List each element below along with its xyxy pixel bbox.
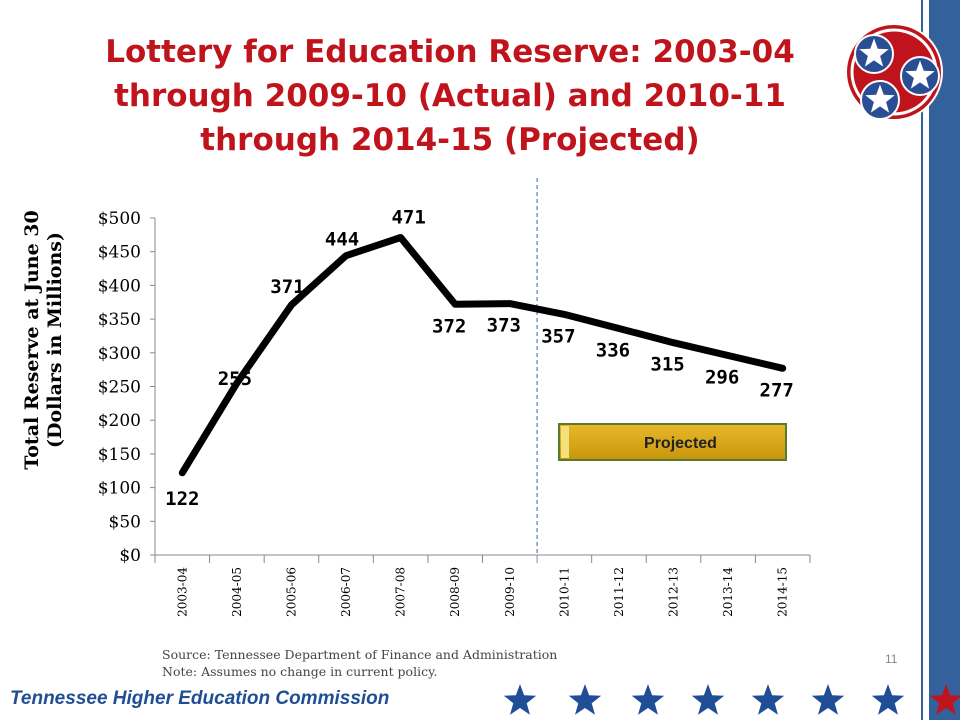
footer-star-icon — [568, 684, 602, 715]
data-point — [399, 236, 402, 239]
data-point — [563, 313, 566, 316]
footer-organization: Tennessee Higher Education Commission — [10, 688, 390, 709]
reserve-series-line — [178, 234, 787, 477]
data-point — [617, 327, 620, 330]
data-label: 373 — [487, 315, 521, 337]
policy-note: Note: Assumes no change in current polic… — [162, 664, 438, 679]
y-tick-label: $0 — [119, 546, 141, 566]
footer-star-icon — [811, 684, 845, 715]
y-tick-label: $500 — [98, 209, 141, 229]
data-label: 255 — [218, 368, 252, 390]
data-label: 315 — [650, 354, 684, 376]
x-tick-label: 2005-06 — [284, 567, 298, 617]
x-tick-label: 2012-13 — [667, 567, 681, 617]
data-point — [508, 302, 511, 305]
data-label: 296 — [705, 366, 739, 388]
data-point — [781, 367, 784, 370]
y-tick-label: $50 — [109, 512, 141, 532]
y-tick-label: $450 — [98, 243, 141, 263]
data-label: 277 — [760, 379, 794, 401]
data-point — [727, 354, 730, 357]
source-text: Source: Tennessee Department of Finance … — [162, 647, 558, 662]
tennessee-tristar-icon — [845, 23, 943, 121]
footer-star-icon — [751, 684, 785, 715]
data-label: 122 — [165, 488, 199, 510]
data-label: 471 — [391, 207, 425, 229]
x-tick-label: 2011-12 — [612, 567, 626, 617]
footer-star-red-icon — [929, 684, 960, 715]
projected-label-box — [558, 423, 787, 461]
x-tick-label: 2010-11 — [557, 567, 571, 617]
footer-star-icon — [871, 684, 905, 715]
data-label: 336 — [596, 340, 630, 362]
footer-star-icon — [631, 684, 665, 715]
x-tick-label: 2008-09 — [448, 567, 462, 617]
y-tick-label: $150 — [98, 445, 141, 465]
right-accent-line — [921, 0, 923, 720]
y-tick-label: $350 — [98, 310, 141, 330]
y-tick-label: $400 — [98, 276, 141, 296]
footer-stars — [503, 684, 960, 715]
x-tick-label: 2009-10 — [503, 567, 517, 617]
slide-title: Lottery for Education Reserve: 2003-04 t… — [105, 34, 795, 158]
y-tick-label: $200 — [98, 411, 141, 431]
right-accent-bar — [929, 0, 960, 720]
x-tick-label: 2007-08 — [394, 567, 408, 617]
x-tick-label: 2003-04 — [175, 567, 189, 617]
data-point — [454, 303, 457, 306]
x-tick-label: 2013-14 — [721, 567, 735, 617]
x-tick-label: 2014-15 — [776, 567, 790, 617]
footer-star-icon — [503, 684, 537, 715]
page-number: 11 — [885, 652, 898, 666]
y-tick-label: $100 — [98, 479, 141, 499]
data-point — [181, 471, 184, 474]
data-label: 371 — [270, 276, 304, 298]
footer-star-icon — [691, 684, 725, 715]
x-tick-label: 2004-05 — [230, 567, 244, 617]
data-point — [672, 341, 675, 344]
y-tick-label: $250 — [98, 378, 141, 398]
data-label: 444 — [325, 229, 359, 251]
source-note: Source: Tennessee Department of Finance … — [162, 646, 557, 680]
x-tick-label: 2006-07 — [339, 567, 353, 617]
data-label: 357 — [541, 325, 575, 347]
y-tick-label: $300 — [98, 344, 141, 364]
data-point — [345, 254, 348, 257]
data-point — [290, 303, 293, 306]
data-point — [235, 382, 238, 385]
projected-label-highlight — [561, 426, 569, 458]
projected-label-text: Projected — [644, 435, 717, 452]
data-label: 372 — [432, 315, 466, 337]
